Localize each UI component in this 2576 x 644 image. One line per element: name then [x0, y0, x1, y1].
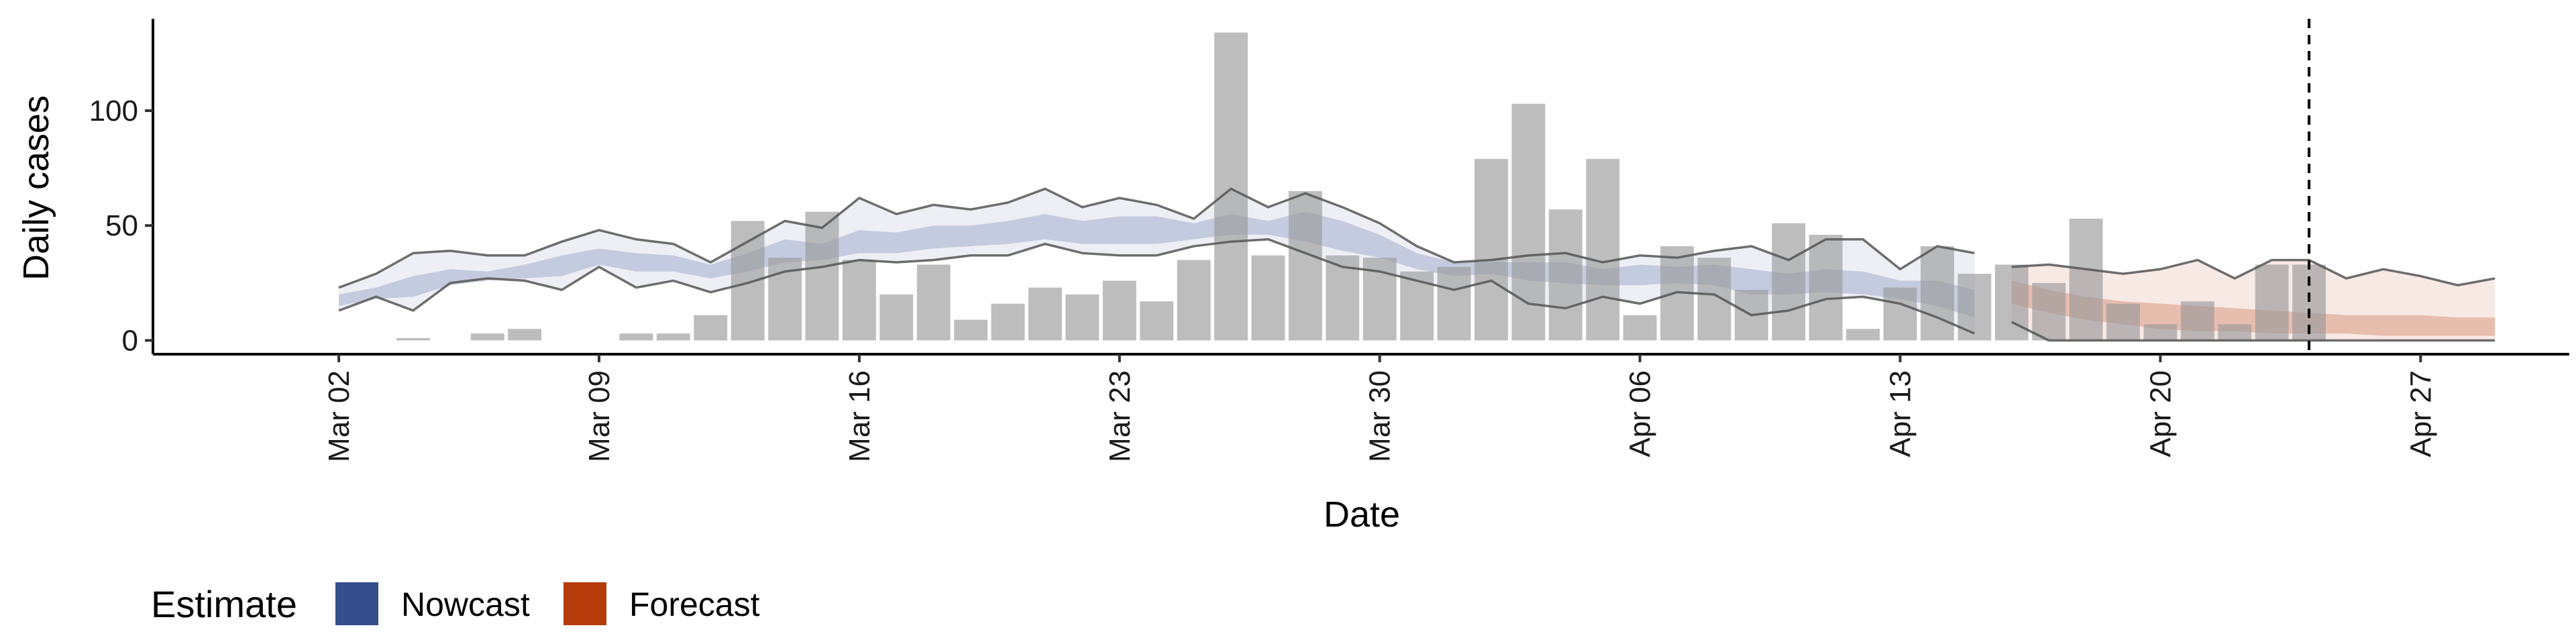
x-tick-label: Apr 06	[1624, 370, 1657, 458]
x-tick-label: Mar 23	[1104, 370, 1136, 462]
bar	[694, 315, 728, 341]
bar	[879, 294, 914, 341]
bar	[1326, 255, 1360, 341]
x-tick-label: Mar 30	[1364, 370, 1397, 462]
x-tick-label: Apr 13	[1884, 370, 1917, 458]
bar	[1957, 274, 1992, 341]
bar	[2180, 301, 2214, 341]
bar	[656, 333, 690, 341]
y-tick-label: 100	[89, 95, 138, 127]
bar	[1623, 315, 1657, 341]
bar	[842, 260, 876, 341]
y-tick-label: 50	[105, 209, 138, 242]
x-axis-title: Date	[1324, 494, 1400, 535]
legend-label-forecast: Forecast	[629, 586, 760, 623]
legend: Estimate Nowcast Forecast	[151, 582, 760, 625]
bar	[1288, 191, 1322, 341]
x-tick-label: Apr 27	[2404, 370, 2437, 458]
bar	[916, 264, 951, 341]
bar	[731, 221, 765, 341]
bar	[1251, 255, 1285, 341]
x-tick-label: Mar 09	[583, 370, 616, 462]
line-lower-forecast	[2010, 321, 2496, 342]
bar	[805, 211, 839, 341]
bar	[2143, 324, 2178, 341]
bar	[1511, 103, 1546, 341]
bar	[1065, 294, 1099, 341]
bar	[396, 338, 430, 341]
bar	[1921, 246, 1954, 341]
bar	[1846, 329, 1880, 341]
x-tick-label: Mar 02	[323, 370, 356, 462]
bar	[1437, 266, 1471, 341]
bar	[954, 319, 988, 341]
bar	[991, 303, 1025, 341]
x-tick-label: Mar 16	[843, 370, 876, 462]
bar	[1474, 158, 1508, 341]
line-upper-nowcast	[338, 187, 1975, 289]
bar	[1028, 287, 1062, 341]
bar	[1772, 223, 1806, 341]
bar	[619, 333, 653, 341]
legend-label-nowcast: Nowcast	[401, 586, 530, 623]
y-axis-title: Daily cases	[16, 95, 56, 280]
case-bars	[396, 32, 2326, 341]
x-tick-label: Apr 20	[2144, 370, 2177, 458]
bar	[1883, 287, 1917, 341]
bar	[1140, 301, 1174, 341]
bar	[1548, 209, 1582, 341]
bar	[1586, 158, 1620, 341]
y-tick-label: 0	[122, 324, 138, 357]
legend-swatch-nowcast	[335, 582, 378, 625]
bar	[1697, 258, 1731, 341]
bar	[2255, 264, 2289, 341]
bar	[508, 329, 542, 341]
band-inner-nowcast	[339, 211, 1975, 318]
bar	[1214, 32, 1248, 341]
estimate-bound-lines	[338, 187, 2496, 342]
x-axis: Mar 02 Mar 09 Mar 16 Mar 23 Mar 30 Apr 06 Apr …	[153, 353, 2569, 462]
line-upper-forecast	[2011, 258, 2496, 287]
bar	[1177, 260, 1211, 341]
legend-title: Estimate	[151, 583, 297, 625]
legend-swatch-forecast	[564, 582, 606, 625]
y-axis: 0 50 100	[89, 19, 154, 357]
bar	[2106, 303, 2140, 341]
bar	[470, 333, 504, 341]
bar	[2032, 282, 2066, 341]
bar	[2218, 324, 2252, 341]
bar	[1809, 234, 1843, 341]
line-lower-nowcast	[338, 237, 1976, 335]
bar	[2069, 218, 2103, 341]
bar	[1102, 280, 1136, 341]
